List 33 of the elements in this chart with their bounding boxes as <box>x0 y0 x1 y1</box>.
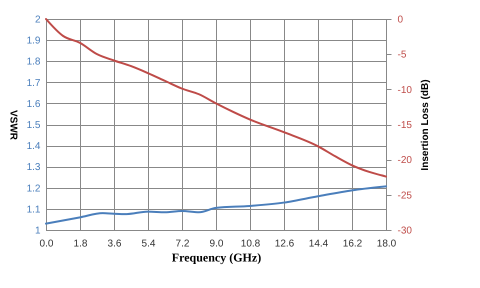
x-tick-label: 14.4 <box>308 238 329 250</box>
y2-tick-label: -25 <box>398 190 412 202</box>
line-series <box>45 185 387 225</box>
y-tick-label: 1.4 <box>26 141 41 152</box>
x-tick-label: 16.2 <box>342 238 363 250</box>
y-tick-label: 1 <box>34 226 41 236</box>
y-tick-label: 1.7 <box>26 78 41 89</box>
x-tick-label: 10.8 <box>240 238 261 250</box>
y-tick-label: 1.5 <box>26 120 41 131</box>
y-tick-label: 1.1 <box>26 204 41 216</box>
y-axis-title: VSWR <box>8 110 19 141</box>
y2-tick-label: -30 <box>398 226 412 236</box>
y2-tick-label: 0 <box>398 14 404 26</box>
y-tick-label: 1.2 <box>26 183 41 194</box>
y-tick-label: 1.6 <box>26 98 41 110</box>
x-tick-label: 1.8 <box>74 238 88 250</box>
x-tick-label: 0.0 <box>40 238 54 250</box>
y2-tick-label: -20 <box>398 155 412 166</box>
x-tick-label: 18.0 <box>376 238 397 250</box>
y-tick-label: 1.9 <box>26 36 41 47</box>
y-tick-label: 1.3 <box>26 162 41 174</box>
y-tick-label: 1.8 <box>26 56 41 68</box>
x-tick-label: 9.0 <box>210 238 224 250</box>
x-axis-title: Frequency (GHz) <box>172 250 262 264</box>
y-tick-label: 2 <box>34 14 41 26</box>
x-tick-label: 5.4 <box>142 238 156 250</box>
y2-tick-label: -5 <box>398 50 407 61</box>
y2-tick-label: -10 <box>398 84 412 96</box>
y2-axis-title: Insertion Loss (dB) <box>420 79 431 171</box>
y2-tick-label: -15 <box>398 120 412 131</box>
x-tick-label: 3.6 <box>108 238 122 250</box>
x-tick-label: 12.6 <box>274 238 295 250</box>
x-tick-label: 7.2 <box>176 238 190 250</box>
